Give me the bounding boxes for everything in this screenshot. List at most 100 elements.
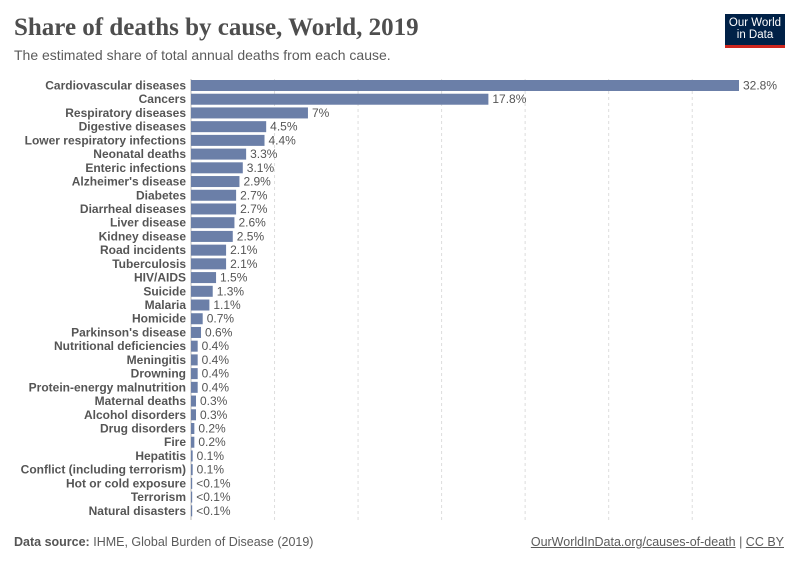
data-label: 0.3% xyxy=(200,394,228,408)
bar xyxy=(191,299,210,311)
data-label: 0.4% xyxy=(202,367,230,381)
source-label: Data source: xyxy=(14,535,90,549)
category-label: Neonatal deaths xyxy=(93,147,186,161)
category-label: Natural disasters xyxy=(89,504,187,518)
bar xyxy=(191,423,195,434)
category-label: Conflict (including terrorism) xyxy=(21,463,186,477)
category-label: Alcohol disorders xyxy=(84,408,186,422)
category-label: Meningitis xyxy=(127,353,187,367)
data-label: 2.7% xyxy=(240,202,268,216)
bar xyxy=(191,326,202,338)
category-label: Alzheimer's disease xyxy=(72,175,187,189)
bar xyxy=(191,464,193,476)
category-label: Diarrheal diseases xyxy=(80,202,186,216)
data-label: 7% xyxy=(312,106,330,120)
category-label: Homicide xyxy=(132,312,186,326)
category-label: Kidney disease xyxy=(99,229,187,243)
bar xyxy=(191,258,227,270)
data-label: 1.3% xyxy=(217,284,245,298)
bar xyxy=(191,217,235,229)
data-label: 0.3% xyxy=(200,408,228,422)
bar xyxy=(191,381,198,393)
data-label: 2.1% xyxy=(230,257,258,271)
bar xyxy=(191,395,197,407)
category-label: Digestive diseases xyxy=(79,120,187,134)
license-link[interactable]: CC BY xyxy=(745,535,784,549)
category-label: Road incidents xyxy=(100,243,186,257)
bar xyxy=(191,230,233,242)
data-label: 2.1% xyxy=(230,243,258,257)
category-label: Protein-energy malnutrition xyxy=(29,380,186,394)
bar xyxy=(191,450,193,462)
category-label: Diabetes xyxy=(136,188,186,202)
data-label: 0.1% xyxy=(197,449,225,463)
bar xyxy=(191,80,739,91)
data-label: 0.4% xyxy=(202,339,230,353)
data-label: 2.6% xyxy=(238,216,266,230)
chart-subtitle: The estimated share of total annual deat… xyxy=(14,47,391,63)
category-label: Nutritional deficiencies xyxy=(54,339,186,353)
data-label: 0.1% xyxy=(197,463,225,477)
data-label: <0.1% xyxy=(196,504,231,518)
category-label: Lower respiratory infections xyxy=(25,133,187,147)
data-label: 0.4% xyxy=(202,353,230,367)
bar xyxy=(191,203,237,215)
data-label: <0.1% xyxy=(196,490,231,504)
category-label: Drowning xyxy=(131,367,186,381)
bar xyxy=(191,477,193,489)
category-label: Tuberculosis xyxy=(112,257,186,271)
category-label: Enteric infections xyxy=(85,161,186,175)
source-link[interactable]: OurWorldInData.org/causes-of-death xyxy=(530,535,736,549)
data-source: Data source: IHME, Global Burden of Dise… xyxy=(14,535,313,549)
category-label: Terrorism xyxy=(131,490,186,504)
separator: | xyxy=(739,535,743,549)
bar xyxy=(191,189,237,201)
category-label: Fire xyxy=(164,435,186,449)
data-label: 2.5% xyxy=(237,229,265,243)
bar xyxy=(191,176,240,188)
data-label: 3.3% xyxy=(250,147,278,161)
data-label: 2.7% xyxy=(240,188,268,202)
bar xyxy=(191,121,267,133)
data-label: 4.4% xyxy=(269,133,297,147)
data-label: 1.1% xyxy=(213,298,241,312)
bar xyxy=(191,285,213,297)
data-label: 2.9% xyxy=(243,175,271,189)
category-label: Respiratory diseases xyxy=(65,106,186,120)
category-label: Parkinson's disease xyxy=(71,325,186,339)
category-label: Maternal deaths xyxy=(95,394,187,408)
category-label: Hot or cold exposure xyxy=(66,476,186,490)
category-label: Cardiovascular diseases xyxy=(45,79,186,93)
bar xyxy=(191,148,247,160)
footer-links: OurWorldInData.org/causes-of-death | CC … xyxy=(531,535,784,549)
category-label: Cancers xyxy=(139,92,187,106)
bar xyxy=(191,491,193,503)
category-label: Liver disease xyxy=(110,216,186,230)
data-label: 1.5% xyxy=(220,271,248,285)
data-label: 0.2% xyxy=(198,422,226,436)
data-label: <0.1% xyxy=(196,476,231,490)
category-label: Suicide xyxy=(143,284,186,298)
bar xyxy=(191,313,203,325)
data-label: 32.8% xyxy=(743,79,777,93)
category-label: Hepatitis xyxy=(135,449,186,463)
bar xyxy=(191,162,243,174)
data-label: 17.8% xyxy=(492,92,526,106)
category-label: Malaria xyxy=(145,298,187,312)
source-text: IHME, Global Burden of Disease (2019) xyxy=(93,535,314,549)
bar xyxy=(191,409,197,421)
chart-title: Share of deaths by cause, World, 2019 xyxy=(14,14,419,41)
category-label: Drug disorders xyxy=(100,422,186,436)
bar xyxy=(191,134,265,146)
owid-logo[interactable]: Our World in Data xyxy=(725,14,785,48)
bar xyxy=(191,107,308,119)
data-label: 3.1% xyxy=(247,161,275,175)
data-label: 0.7% xyxy=(207,312,235,326)
data-label: 0.6% xyxy=(205,325,233,339)
data-label: 0.2% xyxy=(198,435,226,449)
bar xyxy=(191,340,198,352)
bar xyxy=(191,244,227,256)
bar xyxy=(191,368,198,380)
data-label: 0.4% xyxy=(202,380,230,394)
bar xyxy=(191,354,198,366)
